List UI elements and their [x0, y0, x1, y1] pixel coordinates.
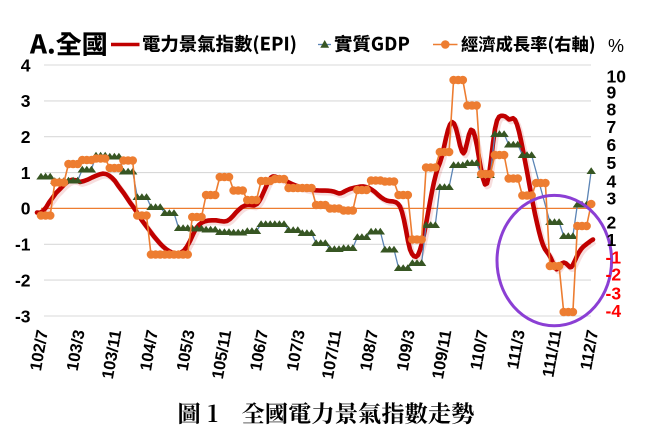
svg-text:1: 1	[21, 163, 31, 183]
svg-text:4: 4	[607, 171, 617, 191]
svg-text:-1: -1	[606, 248, 622, 268]
svg-text:%: %	[608, 36, 624, 56]
svg-text:-1: -1	[15, 235, 31, 255]
svg-text:2: 2	[21, 127, 31, 147]
svg-text:3: 3	[21, 91, 31, 111]
svg-text:-2: -2	[606, 265, 622, 285]
svg-text:-3: -3	[15, 306, 31, 326]
svg-text:-4: -4	[606, 301, 622, 321]
svg-text:0: 0	[21, 199, 31, 219]
svg-text:9: 9	[607, 82, 617, 102]
svg-text:3: 3	[607, 188, 617, 208]
svg-text:4: 4	[21, 55, 31, 75]
svg-text:2: 2	[607, 213, 617, 233]
svg-text:7: 7	[607, 117, 617, 137]
svg-text:1: 1	[607, 230, 617, 250]
svg-text:8: 8	[607, 99, 617, 119]
svg-text:5: 5	[607, 153, 617, 173]
svg-text:6: 6	[607, 135, 617, 155]
svg-text:10: 10	[607, 66, 627, 86]
svg-text:-2: -2	[15, 270, 31, 290]
svg-text:-3: -3	[606, 284, 622, 304]
